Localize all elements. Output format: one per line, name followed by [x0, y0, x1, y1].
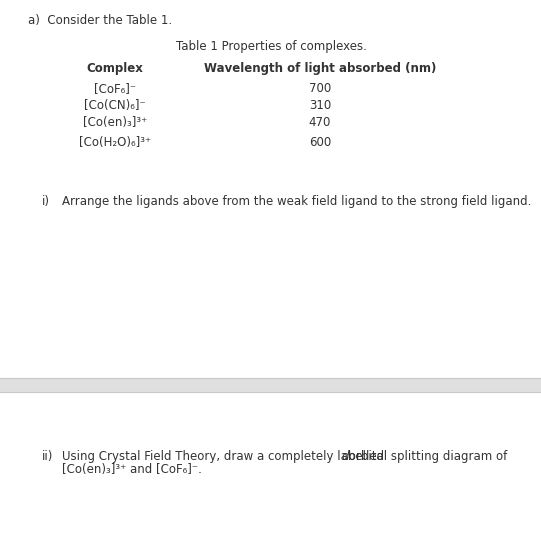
Text: Arrange the ligands above from the weak field ligand to the strong field ligand.: Arrange the ligands above from the weak … — [62, 195, 531, 208]
Text: i): i) — [42, 195, 50, 208]
Text: d: d — [341, 450, 349, 463]
Text: [Co(CN)₆]⁻: [Co(CN)₆]⁻ — [84, 99, 146, 112]
Text: [Co(en)₃]³⁺: [Co(en)₃]³⁺ — [83, 116, 147, 129]
Text: Using Crystal Field Theory, draw a completely labelled: Using Crystal Field Theory, draw a compl… — [62, 450, 388, 463]
Text: ii): ii) — [42, 450, 54, 463]
Text: 310: 310 — [309, 99, 331, 112]
Text: 470: 470 — [309, 116, 331, 129]
Text: Wavelength of light absorbed (nm): Wavelength of light absorbed (nm) — [204, 62, 436, 75]
Text: 600: 600 — [309, 136, 331, 149]
Text: Complex: Complex — [87, 62, 143, 75]
Text: orbital splitting diagram of: orbital splitting diagram of — [345, 450, 507, 463]
Text: Table 1 Properties of complexes.: Table 1 Properties of complexes. — [176, 40, 366, 53]
Text: [CoF₆]⁻: [CoF₆]⁻ — [94, 82, 136, 95]
Bar — [0, 378, 541, 392]
Text: a)  Consider the Table 1.: a) Consider the Table 1. — [28, 14, 172, 27]
Text: 700: 700 — [309, 82, 331, 95]
Text: [Co(en)₃]³⁺ and [CoF₆]⁻.: [Co(en)₃]³⁺ and [CoF₆]⁻. — [62, 463, 202, 476]
Text: [Co(H₂O)₆]³⁺: [Co(H₂O)₆]³⁺ — [79, 136, 151, 149]
